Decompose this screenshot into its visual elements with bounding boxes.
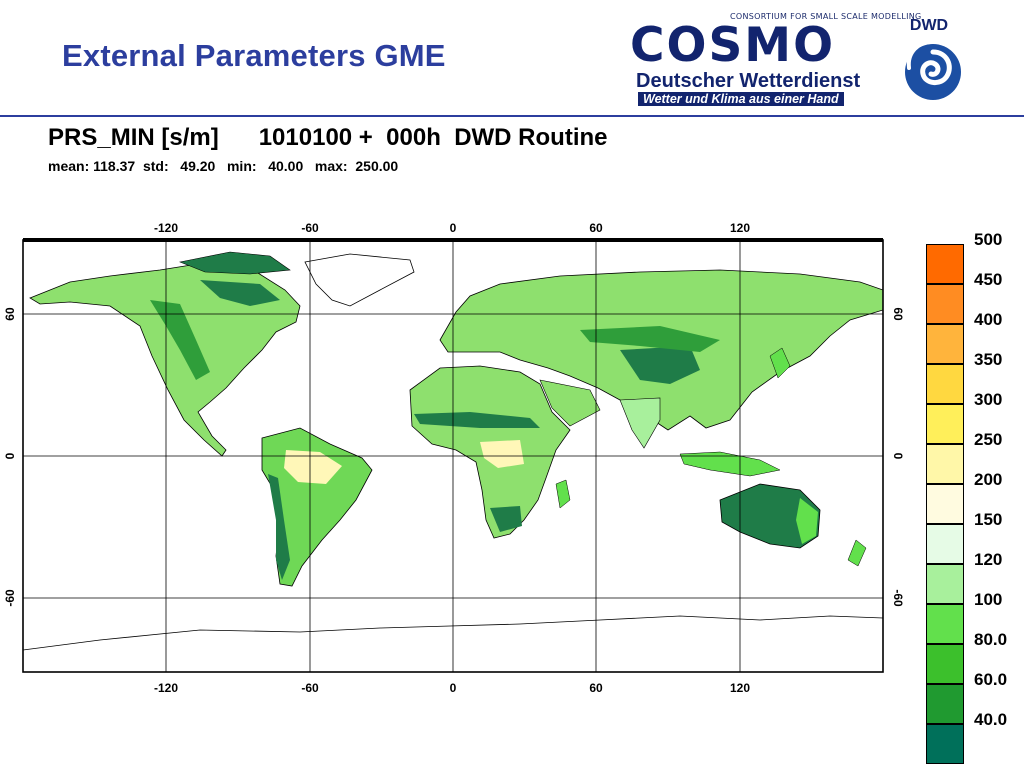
- australia-east-green: [796, 498, 818, 544]
- logo-consortium-text: CONSORTIUM FOR SMALL SCALE MODELLING: [730, 12, 922, 21]
- legend-label: 200: [974, 470, 1003, 489]
- legend-swatch: [926, 564, 964, 604]
- arctic-archipelago: [178, 251, 291, 275]
- legend-swatch: [926, 524, 964, 564]
- plot-title: PRS_MIN [s/m] 1010100 + 000h DWD Routine: [48, 124, 608, 151]
- south-africa-dark: [490, 506, 522, 532]
- dwd-emblem-text: DWD: [910, 17, 948, 34]
- legend-swatch: [926, 724, 964, 764]
- legend-label: 60.0: [974, 670, 1008, 689]
- japan: [769, 347, 791, 379]
- world-map: -120 -60 0 60 120 -120 -60 0 60 120 60 0…: [3, 221, 905, 695]
- dwd-emblem-icon: DWD: [905, 17, 961, 100]
- legend-label: 300: [974, 390, 1003, 409]
- lon-label-top-60: 60: [589, 221, 603, 235]
- lon-label-bottom-minus60: -60: [301, 681, 319, 695]
- central-africa-light: [480, 440, 524, 468]
- central-asia-dark: [620, 346, 700, 384]
- legend-swatch: [926, 284, 964, 324]
- indonesia: [679, 451, 781, 477]
- plot-statistics: mean: 118.37 std: 49.20 min: 40.00 max: …: [48, 158, 399, 174]
- logo-cosmo-text: COSMO: [630, 18, 836, 73]
- logo-slogan: Wetter und Klima aus einer Hand: [638, 92, 844, 106]
- andes-band: [268, 474, 290, 580]
- slide-title: External Parameters GME: [62, 38, 446, 73]
- new-zealand: [847, 539, 867, 567]
- lat-label-right-minus60: -60: [891, 589, 905, 607]
- legend-label: 150: [974, 510, 1003, 529]
- lon-label-top-minus120: -120: [154, 221, 178, 235]
- legend-swatch: [926, 684, 964, 724]
- amazon-basin: [284, 450, 342, 484]
- lon-label-top-0: 0: [450, 221, 457, 235]
- lat-label-right-0: 0: [891, 453, 905, 460]
- lat-label-left-60: 60: [3, 307, 17, 321]
- title-divider: [0, 115, 1024, 117]
- legend-label: 400: [974, 310, 1003, 329]
- arabia: [539, 379, 601, 427]
- sahel-band: [414, 412, 540, 428]
- legend-swatch: [926, 324, 964, 364]
- legend-swatch: [926, 244, 964, 284]
- australia: [719, 483, 821, 549]
- legend-swatch: [926, 484, 964, 524]
- lon-label-bottom-120: 120: [730, 681, 750, 695]
- logo-dwd-name: Deutscher Wetterdienst: [636, 70, 861, 92]
- rockies-band: [150, 300, 210, 380]
- legend-label: 100: [974, 590, 1003, 609]
- lon-label-bottom-0: 0: [450, 681, 457, 695]
- legend-swatch: [926, 364, 964, 404]
- tibet-band: [580, 326, 720, 352]
- greenland: [304, 253, 415, 307]
- madagascar: [555, 479, 571, 509]
- legend-label: 500: [974, 230, 1003, 249]
- legend-swatch: [926, 604, 964, 644]
- graticule: [23, 240, 883, 672]
- lon-label-top-minus60: -60: [301, 221, 319, 235]
- legend-label: 40.0: [974, 710, 1008, 729]
- legend-swatch: [926, 444, 964, 484]
- legend-swatch: [926, 644, 964, 684]
- lon-label-bottom-minus120: -120: [154, 681, 178, 695]
- legend-swatch: [926, 404, 964, 444]
- legend-label: 80.0: [974, 630, 1008, 649]
- legend-label: 350: [974, 350, 1003, 369]
- lat-label-left-minus60: -60: [3, 589, 17, 607]
- lat-label-left-0: 0: [3, 452, 17, 459]
- lat-label-right-60: 60: [891, 307, 905, 321]
- legend-label: 120: [974, 550, 1003, 569]
- lon-label-top-120: 120: [730, 221, 750, 235]
- cosmo-dwd-logo: CONSORTIUM FOR SMALL SCALE MODELLING COS…: [628, 10, 921, 110]
- canadian-shield: [200, 280, 280, 306]
- legend-label: 450: [974, 270, 1003, 289]
- india: [619, 397, 661, 449]
- legend-label: 250: [974, 430, 1003, 449]
- lon-label-bottom-60: 60: [589, 681, 603, 695]
